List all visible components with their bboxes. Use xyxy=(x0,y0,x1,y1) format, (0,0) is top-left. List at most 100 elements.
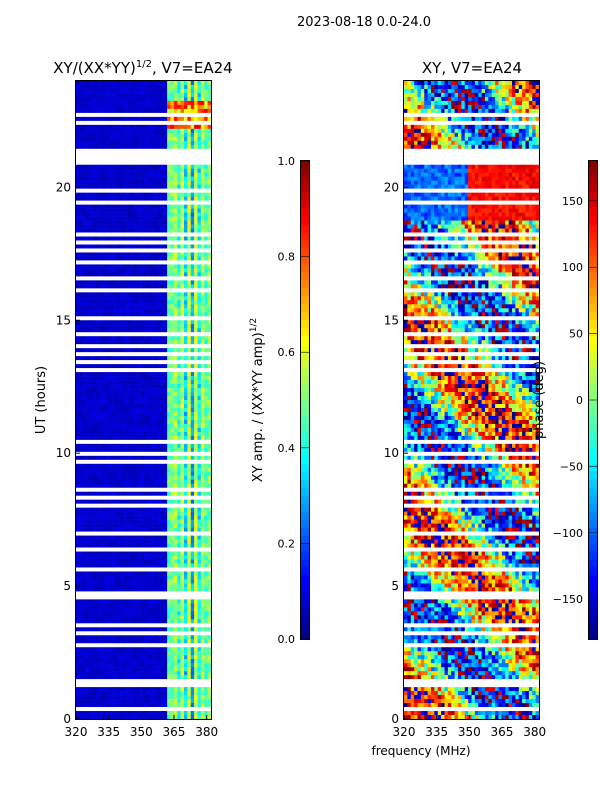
amplitude-cell xyxy=(146,559,151,564)
amplitude-cell xyxy=(123,519,127,524)
amplitude-cell xyxy=(79,268,84,273)
amplitude-cell xyxy=(187,364,192,369)
amplitude-cell xyxy=(187,312,192,317)
amplitude-cell xyxy=(146,128,151,134)
amplitude-cell xyxy=(106,128,111,134)
amplitude-cell xyxy=(86,348,90,353)
amplitude-row xyxy=(76,631,211,636)
amplitude-cell xyxy=(103,308,107,313)
amplitude-cell xyxy=(207,471,212,477)
amplitude-cell xyxy=(99,431,104,437)
amplitude-cell xyxy=(200,88,205,94)
amplitude-cell xyxy=(109,364,114,369)
amplitude-cell xyxy=(99,380,104,385)
amplitude-cell xyxy=(184,667,188,672)
amplitude-cell xyxy=(173,116,178,122)
amplitude-cell xyxy=(140,535,144,540)
amplitude-cell xyxy=(180,543,185,548)
amplitude-cell xyxy=(197,511,202,516)
amplitude-cell xyxy=(113,164,117,170)
amplitude-cell xyxy=(200,292,205,297)
amplitude-cell xyxy=(136,164,141,170)
amplitude-cell xyxy=(76,635,80,640)
amplitude-cell xyxy=(92,380,97,385)
amplitude-cell xyxy=(96,691,100,696)
amplitude-cell xyxy=(170,691,175,696)
amplitude-cell xyxy=(194,312,198,317)
amplitude-cell xyxy=(150,511,154,516)
amplitude-row xyxy=(76,455,212,461)
amplitude-cell xyxy=(86,140,90,146)
amplitude-cell xyxy=(197,499,202,504)
amplitude-cell xyxy=(106,455,111,461)
amplitude-cell xyxy=(157,168,161,174)
amplitude-cell xyxy=(163,340,168,345)
amplitude-cell xyxy=(173,92,178,98)
amplitude-cell xyxy=(116,443,121,449)
amplitude-cell xyxy=(119,687,124,692)
amplitude-cell xyxy=(133,691,138,696)
amplitude-cell xyxy=(160,396,165,401)
amplitude-cell xyxy=(136,659,141,664)
amplitude-cell xyxy=(119,599,124,604)
amplitude-row xyxy=(76,156,211,162)
amplitude-cell xyxy=(173,364,178,369)
amplitude-cell xyxy=(200,507,205,512)
amplitude-cell xyxy=(167,292,171,297)
amplitude-cell xyxy=(130,443,134,449)
amplitude-cell xyxy=(160,144,165,150)
amplitude-cell xyxy=(177,328,181,333)
amplitude-cell xyxy=(184,543,188,548)
amplitude-cell xyxy=(153,172,158,177)
amplitude-cell xyxy=(89,324,94,329)
amplitude-cell xyxy=(207,308,212,313)
amplitude-row xyxy=(76,551,212,556)
amplitude-cell xyxy=(150,691,154,696)
amplitude-row xyxy=(76,443,212,449)
amplitude-cell xyxy=(79,403,84,409)
amplitude-cell xyxy=(123,268,127,273)
amplitude-cell xyxy=(150,92,154,98)
amplitude-cell xyxy=(116,511,121,516)
amplitude-cell xyxy=(140,88,144,94)
amplitude-cell xyxy=(180,611,185,616)
amplitude-cell xyxy=(92,208,97,213)
amplitude-cell xyxy=(177,523,181,528)
amplitude-cell xyxy=(173,280,178,285)
amplitude-cell xyxy=(116,252,121,257)
amplitude-cell xyxy=(153,128,158,134)
amplitude-cell xyxy=(136,655,141,660)
amplitude-cell xyxy=(133,376,138,381)
amplitude-cell xyxy=(160,400,165,405)
amplitude-cell xyxy=(86,571,90,576)
amplitude-cell xyxy=(116,336,121,341)
amplitude-cell xyxy=(197,280,202,285)
amplitude-row xyxy=(76,144,212,150)
amplitude-cell xyxy=(194,212,198,217)
amplitude-cell xyxy=(187,268,192,273)
amplitude-cell xyxy=(92,511,97,516)
amplitude-cell xyxy=(173,172,178,177)
amplitude-cell xyxy=(160,671,165,676)
amplitude-cell xyxy=(116,699,121,704)
amplitude-cell xyxy=(109,627,114,632)
amplitude-cell xyxy=(116,164,121,170)
amplitude-cell xyxy=(76,431,80,437)
amplitude-cell xyxy=(190,579,195,584)
amplitude-cell xyxy=(160,228,165,233)
amplitude-cell xyxy=(76,336,80,341)
amplitude-cell xyxy=(92,443,97,449)
amplitude-cell xyxy=(197,320,202,325)
amplitude-cell xyxy=(177,675,181,680)
amplitude-cell xyxy=(197,611,202,616)
amplitude-cell xyxy=(116,607,121,612)
amplitude-cell xyxy=(150,515,154,520)
amplitude-cell xyxy=(194,475,198,481)
amplitude-cell xyxy=(173,256,178,261)
amplitude-cell xyxy=(116,224,121,229)
amplitude-cell xyxy=(79,140,84,146)
amplitude-cell xyxy=(207,388,212,393)
amplitude-cell xyxy=(204,348,208,353)
amplitude-cell xyxy=(177,180,181,185)
amplitude-cell xyxy=(190,128,195,134)
